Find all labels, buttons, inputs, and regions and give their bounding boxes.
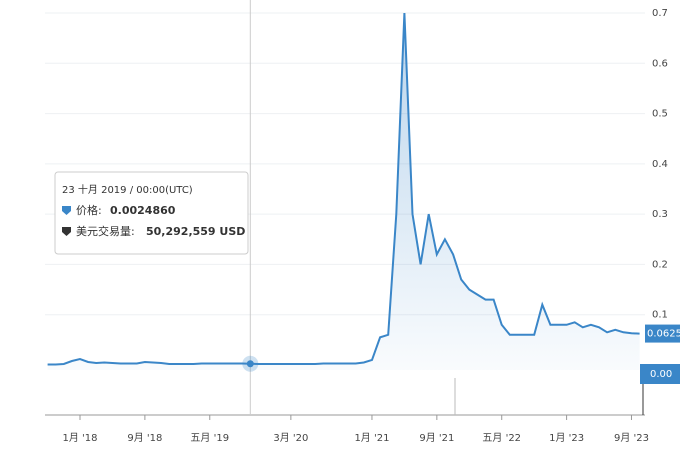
x-tick-label: 五月 '22 — [482, 432, 521, 444]
x-tick-label: 9月 '18 — [127, 432, 162, 444]
tooltip-date: 23 十月 2019 / 00:00(UTC) — [62, 183, 193, 196]
y-tick-label: 0.4 — [652, 159, 668, 170]
price-box-label: 0.0625 — [647, 329, 680, 340]
y-tick-label: 0.3 — [652, 209, 668, 220]
tooltip-volume: 50,292,559 USD — [146, 225, 245, 238]
volume-box — [640, 364, 680, 384]
x-tick-label: 1月 '21 — [354, 432, 389, 444]
x-tick-label: 9月 '23 — [614, 432, 649, 444]
y-tick-label: 0.6 — [652, 58, 668, 69]
volume-icon — [62, 227, 71, 236]
x-tick-label: 9月 '21 — [419, 432, 454, 444]
y-tick-label: 0.7 — [652, 8, 668, 19]
hover-point — [246, 360, 254, 368]
price-icon — [62, 206, 71, 215]
area — [47, 13, 640, 370]
tooltip-box — [54, 171, 249, 255]
tooltip-price: 0.0024860 — [110, 204, 176, 217]
x-tick-label: 1月 '18 — [62, 432, 97, 444]
price-line — [47, 12, 640, 366]
x-tick-label: 1月 '23 — [549, 432, 584, 444]
y-tick-label: 0.1 — [652, 310, 668, 321]
x-tick-label: 3月 '20 — [273, 432, 308, 444]
price-box — [645, 324, 680, 343]
tooltip: 23 十月 2019 / 00:00(UTC) 价格: 0.0024860 美元交易量… — [54, 171, 249, 255]
y-tick-label: 0.5 — [652, 109, 668, 120]
tooltip-volume-name: 美元交易量: — [76, 224, 135, 238]
tooltip-price-name: 价格: — [76, 203, 102, 217]
volume-box-label: 0.00 — [650, 369, 672, 380]
y-tick-label: 0.2 — [652, 259, 668, 270]
x-tick-label: 五月 '19 — [190, 432, 229, 444]
